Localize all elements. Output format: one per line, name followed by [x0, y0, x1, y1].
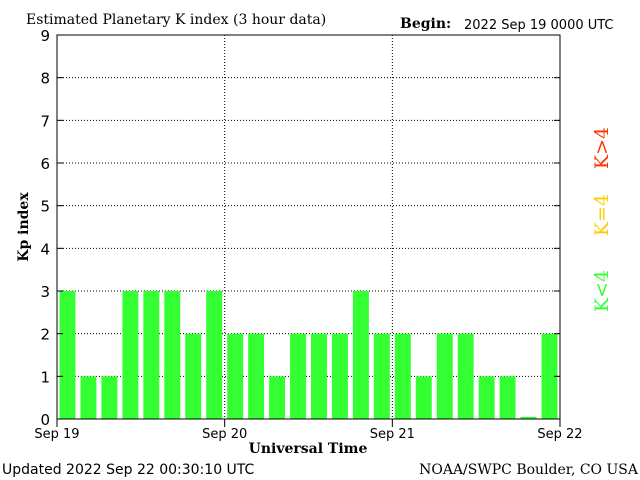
kp-bar: [373, 333, 390, 419]
y-axis-ticks: 0 1 2 3 4 5 6 7 8 9: [40, 27, 560, 429]
legend-k-above-4: K>4: [591, 127, 613, 169]
kp-bar: [227, 333, 244, 419]
legend-k-below-4: K<4: [591, 270, 613, 312]
kp-bar: [331, 333, 348, 419]
kp-bar: [101, 376, 118, 419]
legend-k-equal-4: K=4: [591, 194, 613, 236]
kp-bar: [541, 333, 558, 419]
kp-bar: [457, 333, 474, 419]
kp-bar: [164, 291, 181, 419]
x-tick-label: Sep 20: [202, 427, 247, 442]
chart-title: Estimated Planetary K index (3 hour data…: [26, 12, 326, 28]
updated-timestamp: Updated 2022 Sep 22 00:30:10 UTC: [2, 462, 255, 478]
begin-value: 2022 Sep 19 0000 UTC: [464, 18, 614, 33]
kp-bar: [80, 376, 97, 419]
y-tick-label: 0: [40, 411, 50, 429]
kp-bar: [352, 291, 369, 419]
x-tick-label: Sep 21: [370, 427, 415, 442]
kp-bar: [269, 376, 286, 419]
y-tick-label: 9: [40, 27, 50, 45]
data-source: NOAA/SWPC Boulder, CO USA: [419, 462, 639, 478]
x-tick-label: Sep 22: [537, 427, 582, 442]
kp-bar: [59, 291, 76, 419]
x-axis-ticks: Sep 19 Sep 20 Sep 21 Sep 22: [34, 419, 583, 442]
kp-bar: [478, 376, 495, 419]
kp-bar: [143, 291, 160, 419]
kp-bar: [520, 416, 537, 419]
kp-bar: [436, 333, 453, 419]
bar-series: [59, 291, 558, 419]
begin-label: Begin:: [400, 16, 451, 32]
gridlines: [57, 35, 560, 419]
kp-bar: [185, 333, 202, 419]
kp-bar: [415, 376, 432, 419]
plot-frame: [56, 34, 561, 420]
kp-bar: [394, 333, 411, 419]
kp-bar: [499, 376, 516, 419]
y-tick-label: 7: [40, 112, 50, 130]
kp-bar: [290, 333, 306, 419]
x-axis-label: Universal Time: [249, 441, 368, 457]
kp-bar: [122, 291, 139, 419]
kp-bar: [206, 291, 223, 419]
y-tick-label: 3: [40, 283, 50, 301]
y-tick-label: 1: [40, 368, 50, 386]
kp-bar: [248, 333, 265, 419]
y-tick-label: 4: [40, 240, 50, 258]
x-tick-label: Sep 19: [34, 427, 79, 442]
y-axis-label: Kp index: [16, 192, 32, 262]
y-tick-label: 2: [40, 326, 50, 344]
y-tick-label: 5: [40, 198, 50, 216]
y-tick-label: 6: [40, 155, 50, 173]
kp-bar: [311, 333, 327, 419]
y-tick-label: 8: [40, 70, 50, 88]
